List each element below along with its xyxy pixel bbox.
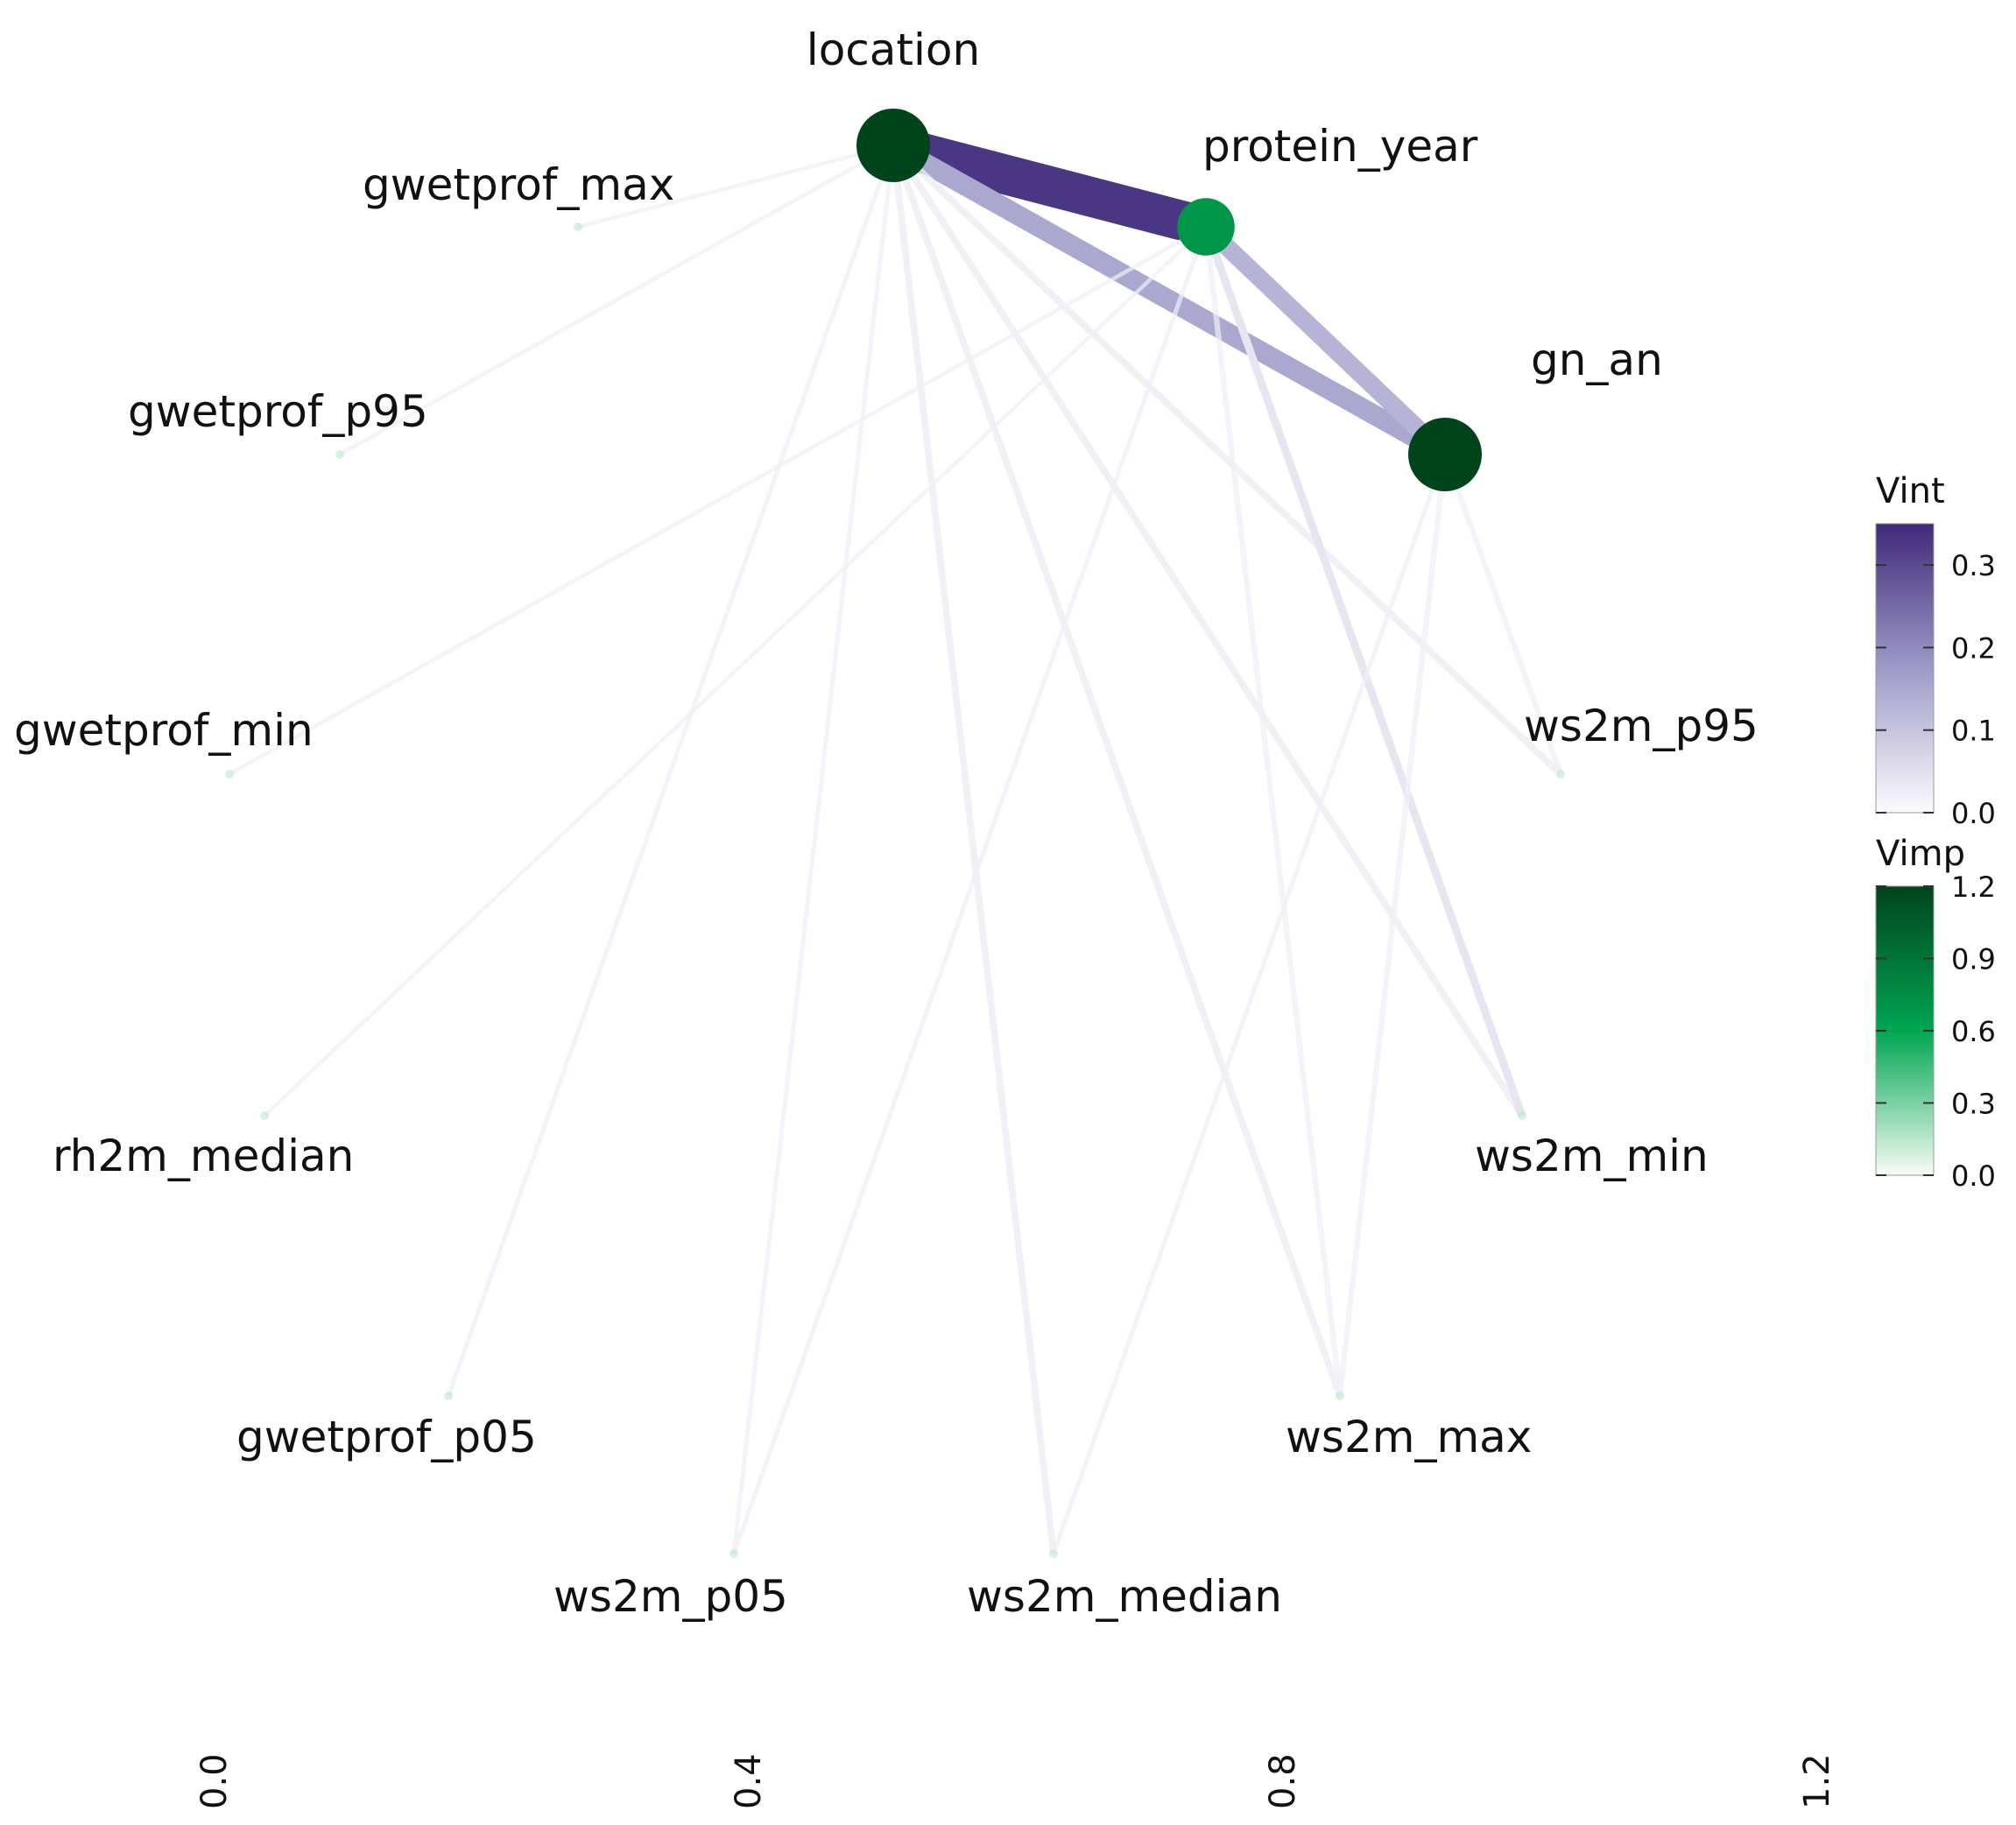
vimp-legend: Vimp 1.2 0.9 0.6 0.3 0.0	[1875, 834, 1996, 1193]
edge-protein_year-gn_an	[1200, 220, 1451, 462]
node-rh2m_median	[260, 1111, 269, 1120]
vimp-ticks: 1.2 0.9 0.6 0.3 0.0	[1876, 870, 1996, 1193]
node-label-ws2m_p95: ws2m_p95	[1524, 701, 1759, 751]
edge-location-ws2m_median	[890, 144, 1057, 1554]
edge-location-protein_year	[888, 125, 1211, 247]
node-gwetprof_p05	[444, 1392, 453, 1400]
nodes-layer	[225, 109, 1565, 1558]
node-label-gwetprof_p95: gwetprof_p95	[128, 386, 428, 437]
vint-ticks-label: 0.3	[1951, 549, 1996, 582]
x-axis-tick-label: 0.0	[194, 1753, 235, 1809]
node-ws2m_p05	[730, 1549, 738, 1558]
vint-ticks-label: 0.2	[1951, 631, 1996, 665]
edge-location-gwetprof_p95	[338, 143, 895, 457]
edge-protein_year-ws2m_max	[1202, 226, 1343, 1397]
edge-location-gwetprof_p05	[446, 144, 896, 1397]
edge-location-gwetprof_max	[577, 143, 894, 229]
node-gwetprof_max	[574, 222, 582, 231]
node-label-rh2m_median: rh2m_median	[53, 1131, 354, 1181]
edge-location-ws2m_p05	[731, 144, 896, 1554]
node-label-protein_year: protein_year	[1202, 121, 1478, 172]
vimp-ticks-label: 0.9	[1951, 943, 1996, 976]
node-ws2m_p95	[1556, 770, 1565, 779]
edge-gn_an-ws2m_median	[1051, 454, 1448, 1554]
edge-protein_year-ws2m_min	[1202, 225, 1526, 1117]
x-axis: 0.0 0.4 0.8 1.2	[194, 1753, 1837, 1809]
node-label-gwetprof_p05: gwetprof_p05	[236, 1412, 537, 1462]
node-label-ws2m_max: ws2m_max	[1286, 1412, 1532, 1462]
node-label-gwetprof_min: gwetprof_min	[14, 705, 314, 756]
x-axis-tick-label: 0.8	[1263, 1753, 1303, 1809]
edge-location-ws2m_min	[890, 143, 1526, 1118]
node-label-ws2m_min: ws2m_min	[1475, 1131, 1709, 1181]
vint-ticks-label: 0.1	[1951, 715, 1996, 748]
edge-gn_an-ws2m_p95	[1442, 453, 1564, 776]
vimp-ticks-label: 0.0	[1951, 1159, 1996, 1193]
node-protein_year	[1177, 198, 1235, 256]
edges-layer	[228, 125, 1564, 1554]
vimp-ticks-label: 0.3	[1951, 1088, 1996, 1121]
vint-ticks: 0.3 0.2 0.1 0.0	[1876, 549, 1996, 830]
x-axis-tick-label: 1.2	[1797, 1753, 1837, 1809]
node-label-ws2m_p05: ws2m_p05	[553, 1571, 788, 1622]
node-gwetprof_p95	[335, 450, 344, 459]
vimp-ticks-label: 0.6	[1951, 1015, 1996, 1048]
node-label-location: location	[807, 25, 980, 75]
edge-protein_year-gwetprof_min	[228, 224, 1208, 777]
vint-ticks-label: 0.0	[1951, 797, 1996, 830]
edge-location-ws2m_p95	[891, 143, 1563, 777]
edge-protein_year-ws2m_p05	[731, 226, 1209, 1554]
vint-legend-title: Vint	[1876, 471, 1945, 511]
edge-protein_year-rh2m_median	[263, 225, 1208, 1117]
vimp-ticks-label: 1.2	[1951, 870, 1996, 904]
node-ws2m_median	[1049, 1549, 1058, 1558]
x-axis-tick-label: 0.4	[729, 1753, 769, 1809]
node-ws2m_min	[1518, 1111, 1526, 1120]
node-label-gn_an: gn_an	[1531, 335, 1663, 385]
edge-location-gn_an	[888, 137, 1450, 463]
edge-gn_an-ws2m_max	[1336, 454, 1449, 1397]
node-gwetprof_min	[225, 770, 234, 779]
node-label-ws2m_median: ws2m_median	[967, 1571, 1282, 1622]
node-labels-layer: location protein_year gn_an ws2m_p95 ws2m_mi…	[14, 25, 1759, 1622]
vint-legend: Vint 0.3 0.2 0.1 0.0	[1875, 471, 1996, 830]
node-ws2m_max	[1336, 1392, 1344, 1400]
vint-colorbar	[1875, 523, 1935, 814]
vimp-legend-title: Vimp	[1876, 834, 1965, 874]
node-location	[856, 109, 930, 182]
node-label-gwetprof_max: gwetprof_max	[363, 159, 674, 210]
node-gn_an	[1408, 418, 1482, 491]
edge-location-ws2m_max	[890, 144, 1343, 1398]
